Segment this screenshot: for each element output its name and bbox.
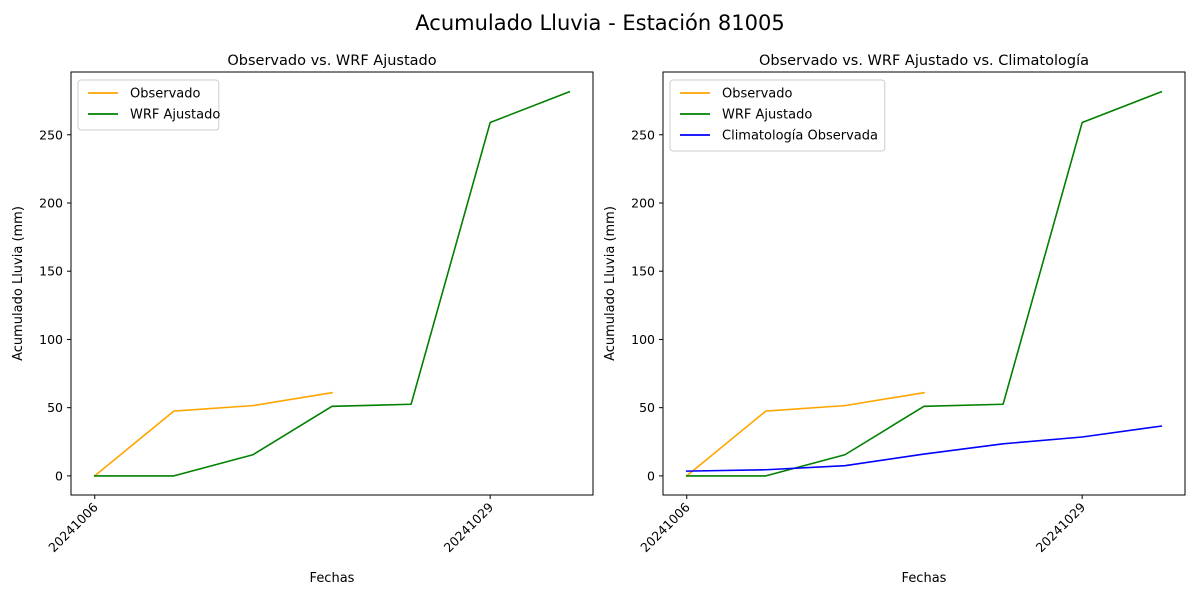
series-line-wrf-ajustado bbox=[685, 90, 1163, 477]
y-tick-label: 150 bbox=[39, 264, 63, 279]
y-tick-label: 0 bbox=[55, 468, 63, 483]
y-tick-label: 100 bbox=[39, 332, 63, 347]
chart-right: Observado vs. WRF Ajustado vs. Climatolo… bbox=[603, 53, 1186, 586]
series-line-climatolog-a-observada bbox=[685, 425, 1163, 472]
y-tick-label: 50 bbox=[47, 400, 63, 415]
x-tick-label: 20241006 bbox=[45, 499, 101, 555]
chart-title: Observado vs. WRF Ajustado vs. Climatolo… bbox=[759, 53, 1089, 69]
x-axis-label: Fechas bbox=[902, 571, 947, 586]
plot-frame bbox=[662, 71, 1186, 496]
series-line-wrf-ajustado bbox=[93, 90, 571, 477]
figure-title: Acumulado Lluvia - Estación 81005 bbox=[415, 11, 784, 35]
y-tick-label: 0 bbox=[647, 468, 655, 483]
legend: Observado WRF Ajustado bbox=[77, 79, 220, 131]
series-line-observado bbox=[685, 391, 925, 478]
x-tick-label: 20241029 bbox=[441, 499, 497, 555]
x-tick-label: 20241029 bbox=[1033, 499, 1089, 555]
legend-label: WRF Ajustado bbox=[722, 108, 812, 123]
legend-label: WRF Ajustado bbox=[130, 108, 220, 123]
y-tick-label: 150 bbox=[631, 264, 655, 279]
y-tick-label: 100 bbox=[631, 332, 655, 347]
legend-label: Observado bbox=[130, 87, 201, 102]
chart-title: Observado vs. WRF Ajustado bbox=[227, 53, 436, 69]
x-axis-label: Fechas bbox=[310, 571, 355, 586]
chart-left: Observado vs. WRF Ajustado 0 50 100 150 200 25… bbox=[11, 53, 594, 586]
legend-label: Climatología Observada bbox=[722, 129, 878, 144]
legend-label: Observado bbox=[722, 87, 793, 102]
x-tick-label: 20241006 bbox=[637, 499, 693, 555]
y-tick-label: 250 bbox=[39, 127, 63, 142]
y-axis-label: Acumulado Lluvia (mm) bbox=[11, 206, 26, 361]
y-tick-label: 50 bbox=[639, 400, 655, 415]
y-tick-label: 250 bbox=[631, 127, 655, 142]
legend-box bbox=[669, 79, 886, 152]
y-axis-label: Acumulado Lluvia (mm) bbox=[603, 206, 618, 361]
y-tick-label: 200 bbox=[631, 195, 655, 210]
legend: Observado WRF Ajustado Climatología Observ… bbox=[669, 79, 886, 152]
y-tick-label: 200 bbox=[39, 195, 63, 210]
plot-frame bbox=[70, 71, 594, 496]
series-line-observado bbox=[93, 391, 333, 478]
